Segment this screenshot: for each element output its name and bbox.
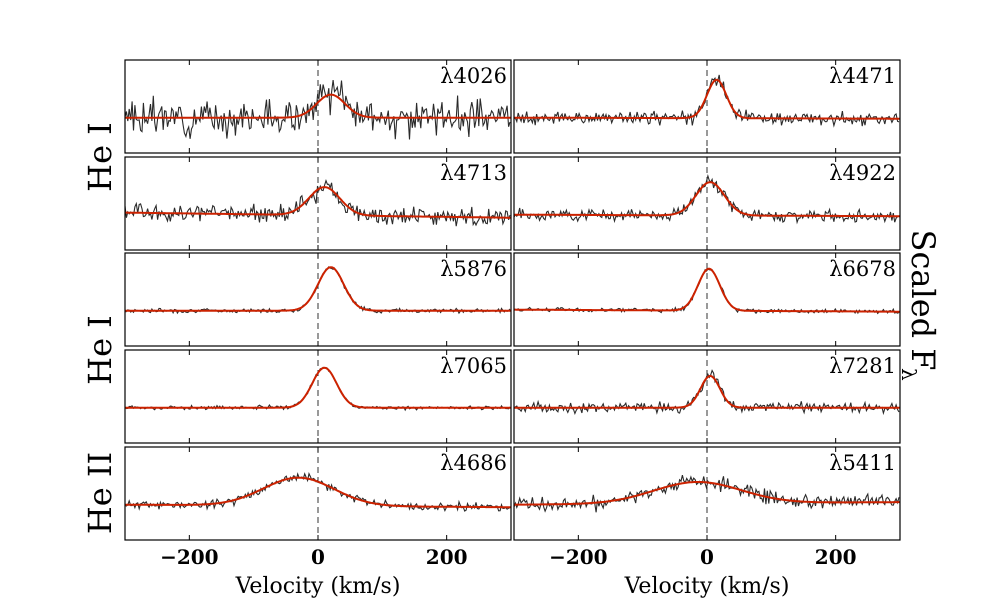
panel-line-label: λ4026 — [440, 64, 507, 88]
panel-line-label: λ4922 — [829, 161, 896, 185]
spectrum-panel: λ4713 — [124, 156, 512, 251]
gaussian-fit-line — [125, 476, 511, 509]
observed-spectrum-line — [125, 80, 511, 140]
panel-line-label: λ4471 — [829, 64, 896, 88]
gaussian-fit-line — [514, 181, 900, 218]
x-axis-label: Velocity (km/s) — [235, 574, 401, 599]
x-tick-label: 0 — [700, 545, 714, 569]
ion-group-label: He I — [81, 122, 119, 192]
x-tick-label: 200 — [815, 545, 857, 569]
spectrum-panel: λ4686 — [124, 446, 512, 541]
panel-line-label: λ7281 — [829, 354, 896, 378]
panel-line-label: λ7065 — [440, 354, 507, 378]
panel-line-label: λ5876 — [440, 257, 507, 281]
x-tick-label: −200 — [160, 545, 219, 569]
axis-labels: −200 0 200 Velocity (km/s) −200 0 200 Velocity … — [81, 122, 942, 599]
spectrum-panel: λ4026 — [124, 59, 512, 154]
panel-line-label: λ4686 — [440, 451, 507, 475]
x-tick-label: −200 — [549, 545, 608, 569]
ion-group-label: He I — [81, 315, 119, 385]
x-axis-label: Velocity (km/s) — [624, 574, 790, 599]
gaussian-fit-line — [125, 93, 511, 119]
gaussian-fit-line — [125, 186, 511, 219]
gaussian-fit-line — [514, 375, 900, 409]
observed-spectrum-line — [125, 179, 511, 227]
y-axis-label: Scaled F — [904, 230, 942, 371]
x-tick-label: 200 — [426, 545, 468, 569]
spectrum-panel: λ5411 — [513, 446, 901, 541]
spectrum-panel: λ4471 — [513, 59, 901, 154]
spectrum-panel: λ7281 — [513, 349, 901, 444]
panel-line-label: λ4713 — [440, 161, 507, 185]
spectrum-panel: λ4922 — [513, 156, 901, 251]
ion-group-label: He II — [81, 452, 119, 534]
gaussian-fit-line — [125, 366, 511, 409]
panel-line-label: λ5411 — [829, 451, 896, 475]
spectrum-panel: λ5876 — [124, 252, 512, 347]
x-tick-label: 0 — [311, 545, 325, 569]
y-axis-label-subscript: λ — [897, 368, 921, 381]
spectrum-panel: λ6678 — [513, 252, 901, 347]
panel-line-label: λ6678 — [829, 257, 896, 281]
gaussian-fit-line — [514, 481, 900, 506]
spectrum-panel: λ7065 — [124, 349, 512, 444]
gaussian-fit-line — [125, 266, 511, 312]
gaussian-fit-line — [514, 267, 900, 313]
observed-spectrum-line — [514, 74, 900, 128]
gaussian-fit-line — [514, 78, 900, 120]
panel-grid: λ4026 λ4471 λ4713 λ4922 λ5876 λ6678 λ7065 λ7281… — [124, 59, 901, 541]
